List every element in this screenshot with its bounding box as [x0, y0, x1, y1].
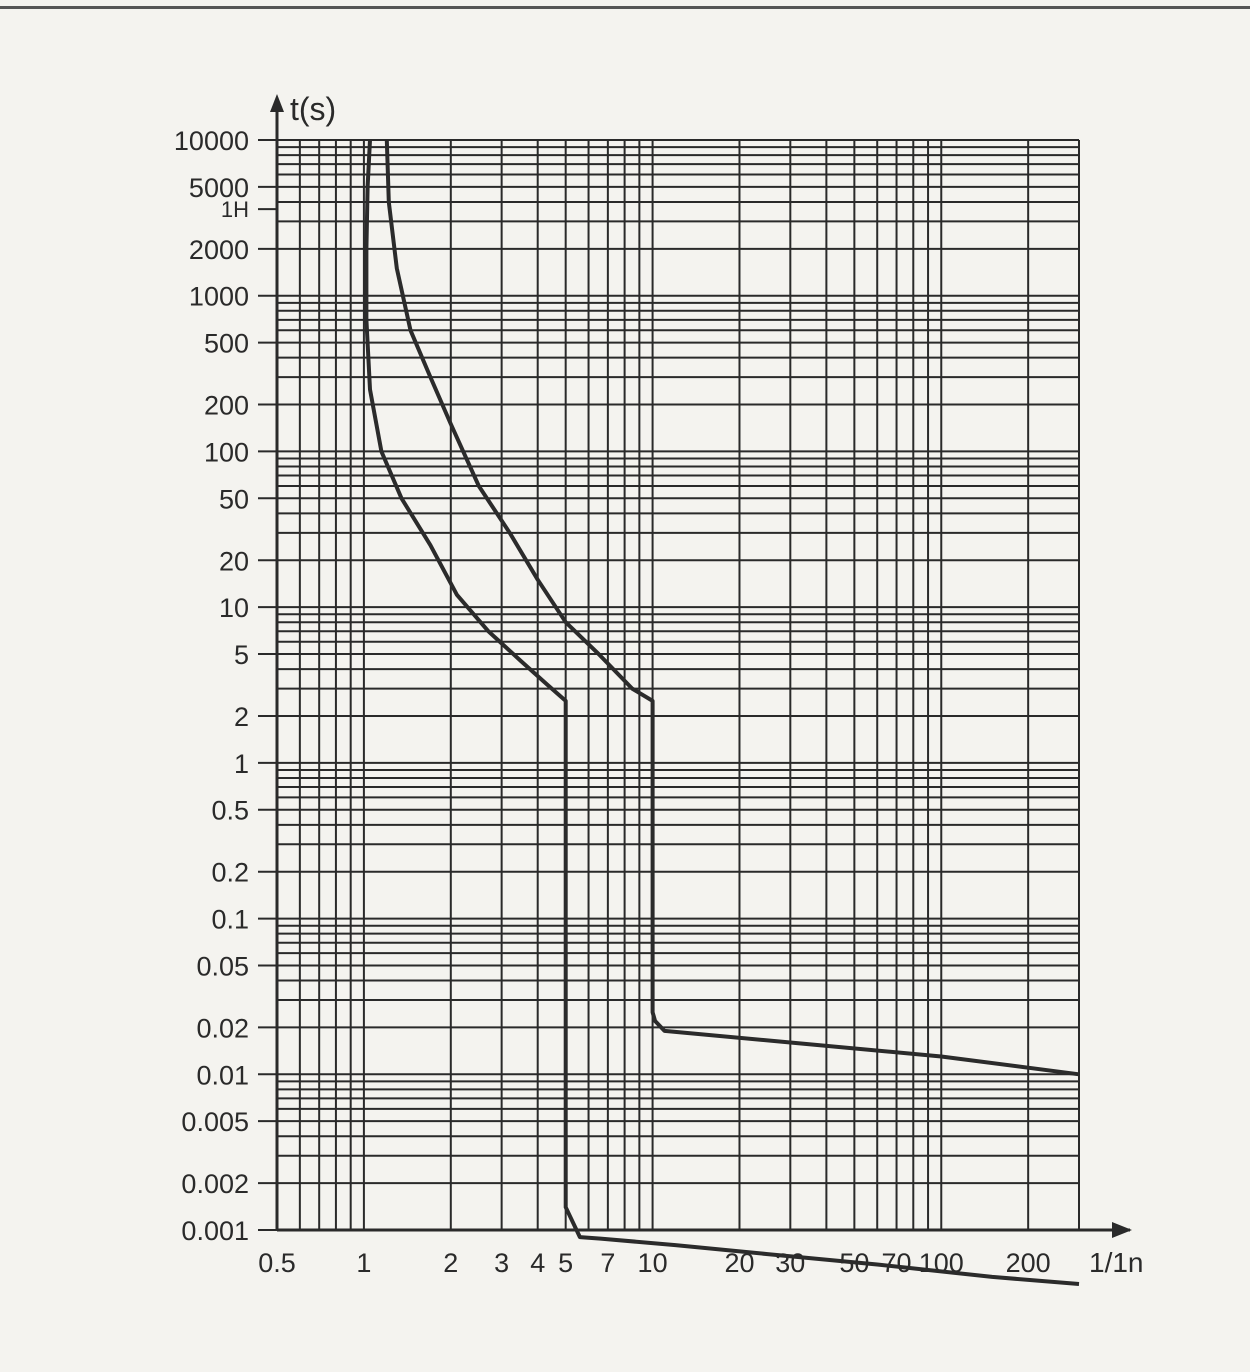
series-line-1 — [364, 139, 1080, 1286]
y-tick-label: 1 — [234, 749, 249, 779]
y-tick-label: 2 — [234, 702, 249, 732]
y-tick-label: 0.5 — [211, 796, 249, 826]
y-tick-label: 0.05 — [196, 951, 249, 981]
y-tick-label: 0.01 — [196, 1060, 249, 1090]
x-tick-label: 7 — [600, 1248, 615, 1278]
y-tick-label: 1000 — [189, 282, 249, 312]
x-tick-label: 0.5 — [258, 1248, 296, 1278]
x-tick-label: 30 — [775, 1248, 805, 1278]
y-tick-label: 50 — [219, 484, 249, 514]
curves — [364, 139, 1080, 1286]
y-axis-label: t(s) — [290, 91, 336, 127]
y-tick-label: 0.005 — [181, 1107, 249, 1137]
grid — [276, 139, 1080, 1231]
series-line-2 — [384, 139, 1080, 1077]
y-tick-label: 0.001 — [181, 1216, 249, 1246]
axes — [270, 94, 1132, 1238]
x-axis-label: 1/1n — [1089, 1247, 1144, 1278]
x-tick-labels: 0.5 1 2 3 4 5 7 10 20 30 50 70 100 200 — [258, 1248, 1050, 1278]
x-tick-label: 10 — [638, 1248, 668, 1278]
x-tick-label: 2 — [443, 1248, 458, 1278]
x-tick-label: 1 — [356, 1248, 371, 1278]
x-tick-label: 200 — [1006, 1248, 1051, 1278]
y-tick-label: 0.2 — [211, 858, 249, 888]
y-tick-label: 0.02 — [196, 1013, 249, 1043]
y-tick-label: 5000 — [189, 173, 249, 203]
y-tick-label: 0.1 — [211, 905, 249, 935]
y-axis-arrow-icon — [270, 94, 284, 112]
y-tick-label: 100 — [204, 437, 249, 467]
x-tick-label: 70 — [882, 1248, 912, 1278]
x-tick-label: 4 — [530, 1248, 545, 1278]
x-tick-label: 3 — [494, 1248, 509, 1278]
x-tick-label: 5 — [558, 1248, 573, 1278]
y-tick-label: 10000 — [174, 126, 249, 156]
x-axis-arrow-icon — [1112, 1222, 1132, 1238]
y-tick-label: 0.002 — [181, 1169, 249, 1199]
y-tick-label: 2000 — [189, 235, 249, 265]
y-tick-label: 10 — [219, 593, 249, 623]
y-tick-label: 1H — [221, 197, 249, 222]
top-border-rule — [0, 6, 1250, 9]
y-tick-label: 500 — [204, 329, 249, 359]
y-tick-label: 5 — [234, 640, 249, 670]
y-tick-label: 200 — [204, 391, 249, 421]
y-tick-label: 20 — [219, 546, 249, 576]
